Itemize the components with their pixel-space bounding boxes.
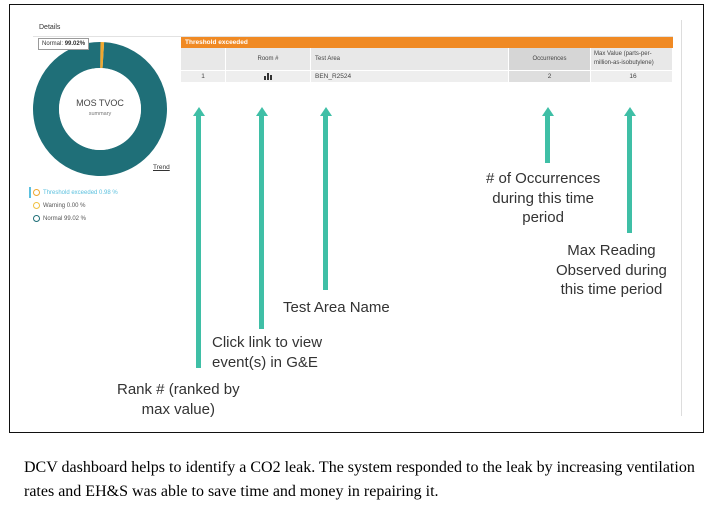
callout-max-reading-line3: this time period xyxy=(560,281,663,298)
threshold-table: Threshold exceeded Room # Test Area Occu… xyxy=(181,37,673,82)
column-header-rank[interactable] xyxy=(181,48,226,70)
cell-room xyxy=(226,71,311,82)
tvoc-donut-chart[interactable] xyxy=(31,40,169,178)
arrow-max-value xyxy=(623,107,636,233)
tooltip-label: Normal: xyxy=(42,41,64,47)
tooltip-value: 99.02% xyxy=(64,41,86,47)
legend-item-normal[interactable]: Normal 99.02 % xyxy=(33,212,118,225)
cell-occurrences: 2 xyxy=(509,71,591,82)
arrow-room xyxy=(255,107,268,329)
cell-max-value: 16 xyxy=(591,71,673,82)
callout-click: Click link to view event(s) in G&E xyxy=(212,333,322,372)
column-header-max-value-line2: million-as-isobutylene) xyxy=(594,60,654,66)
arrow-test-area xyxy=(319,107,332,290)
callout-click-line1: Click link to view xyxy=(212,334,323,351)
callout-occurrences: # of Occurrences during this time period xyxy=(486,169,600,228)
callout-max-reading: Max Reading Observed during this time pe… xyxy=(556,241,667,300)
cell-test-area: BEN_R2524 xyxy=(311,71,509,82)
callout-rank-line2: max value) xyxy=(141,400,215,418)
arrow-occurrences xyxy=(541,107,554,163)
callout-occurrences-line3: period xyxy=(522,209,564,226)
cell-rank: 1 xyxy=(181,71,226,82)
details-divider xyxy=(33,36,673,37)
radio-marker-icon xyxy=(33,189,40,196)
callout-rank-line1: Rank # (ranked by xyxy=(117,381,240,398)
trend-link[interactable]: Trend xyxy=(153,164,170,171)
column-header-test-area[interactable]: Test Area xyxy=(311,48,509,70)
donut-subtitle: summary xyxy=(88,111,112,117)
table-row: 1 BEN_R2524 2 16 xyxy=(181,71,673,82)
details-title: Details xyxy=(39,24,61,31)
column-header-max-value-line1: Max Value (parts-per- xyxy=(594,51,652,57)
column-header-room[interactable]: Room # xyxy=(226,48,311,70)
callout-rank: Rank # (ranked by max value) xyxy=(117,380,240,419)
callout-test-area-line1: Test Area Name xyxy=(283,299,390,316)
column-header-occurrences[interactable]: Occurrences xyxy=(509,48,591,70)
legend-label-warning: Warning 0.00 % xyxy=(43,202,86,209)
bar-chart-icon[interactable] xyxy=(264,73,272,80)
callout-max-reading-line2: Observed during xyxy=(556,261,667,279)
radio-marker-icon xyxy=(33,215,40,222)
callout-click-line2: event(s) in G&E xyxy=(212,353,318,371)
table-column-headers: Room # Test Area Occurrences Max Value (… xyxy=(181,48,673,70)
callout-occurrences-line2: during this time xyxy=(492,189,594,207)
legend-label-threshold: Threshold exceeded 0.98 % xyxy=(43,189,118,196)
legend-item-warning[interactable]: Warning 0.00 % xyxy=(33,199,118,212)
legend-active-bar xyxy=(29,187,31,198)
donut-title: MOS TVOC xyxy=(76,98,124,108)
callout-test-area: Test Area Name xyxy=(283,298,390,318)
arrow-rank xyxy=(192,107,205,368)
legend-item-threshold[interactable]: Threshold exceeded 0.98 % xyxy=(29,186,118,199)
callout-occurrences-line1: # of Occurrences xyxy=(486,170,601,187)
callout-max-reading-line1: Max Reading xyxy=(567,242,656,259)
table-header-title: Threshold exceeded xyxy=(181,37,673,48)
donut-tooltip: Normal: 99.02% xyxy=(38,38,90,50)
figure-caption: DCV dashboard helps to identify a CO2 le… xyxy=(24,459,695,500)
donut-segment-threshold-exceeded[interactable] xyxy=(33,42,167,176)
legend-label-normal: Normal 99.02 % xyxy=(43,215,87,222)
donut-center-label: MOS TVOC summary xyxy=(60,98,140,117)
radio-marker-icon xyxy=(33,202,40,209)
column-header-max-value[interactable]: Max Value (parts-per- million-as-isobuty… xyxy=(591,48,673,70)
donut-legend: Threshold exceeded 0.98 % Warning 0.00 %… xyxy=(29,186,118,225)
